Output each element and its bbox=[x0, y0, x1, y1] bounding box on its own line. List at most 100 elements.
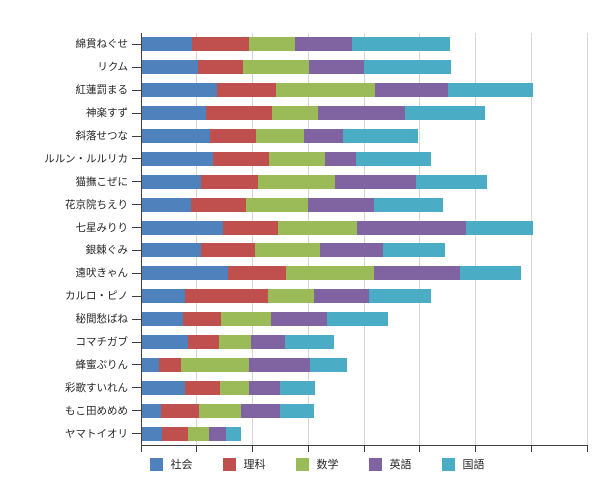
y-axis-tick bbox=[132, 112, 141, 114]
bar-segment bbox=[363, 60, 451, 75]
x-axis-tick bbox=[586, 446, 588, 452]
bar-segment bbox=[213, 151, 270, 166]
legend-swatch-icon bbox=[222, 457, 236, 471]
bar-segment bbox=[223, 220, 279, 235]
y-axis-tick bbox=[132, 158, 141, 160]
y-axis-tick bbox=[132, 204, 141, 206]
bar-row bbox=[142, 102, 587, 125]
bar-segment bbox=[257, 174, 335, 189]
bar-segment bbox=[327, 312, 389, 327]
category-label: リクム bbox=[97, 61, 128, 74]
category-label: 花京院ちえり bbox=[65, 198, 128, 211]
bar-segment bbox=[466, 220, 534, 235]
legend-item: 数学 bbox=[295, 456, 339, 472]
y-axis-tick bbox=[132, 135, 141, 137]
bar-segment bbox=[294, 37, 352, 52]
stacked-bar bbox=[142, 380, 315, 395]
stacked-bar bbox=[142, 334, 334, 349]
bar-segment bbox=[254, 243, 321, 258]
bar-segment bbox=[309, 60, 364, 75]
bar-segment bbox=[160, 403, 199, 418]
legend-swatch-icon bbox=[441, 457, 455, 471]
bar-segment bbox=[218, 334, 252, 349]
bar-row bbox=[142, 216, 587, 239]
bar-segment bbox=[142, 37, 193, 52]
stacked-bar bbox=[142, 243, 446, 258]
bar-row bbox=[142, 79, 587, 102]
bar-segment bbox=[162, 426, 188, 441]
bar-row bbox=[142, 262, 587, 285]
gridline bbox=[475, 33, 476, 445]
bar-segment bbox=[278, 220, 358, 235]
bar-segment bbox=[142, 403, 161, 418]
legend-label: 英語 bbox=[389, 458, 412, 471]
bar-segment bbox=[142, 83, 217, 98]
y-axis-tick bbox=[132, 66, 141, 68]
bar-segment bbox=[373, 197, 444, 212]
bar-segment bbox=[369, 289, 431, 304]
bar-row bbox=[142, 353, 587, 376]
bar-segment bbox=[272, 106, 319, 121]
bar-segment bbox=[142, 380, 186, 395]
bar-segment bbox=[375, 83, 448, 98]
bar-segment bbox=[249, 380, 281, 395]
bar-segment bbox=[205, 106, 273, 121]
bar-segment bbox=[142, 174, 202, 189]
bar-segment bbox=[303, 128, 343, 143]
x-axis-tick bbox=[475, 446, 476, 452]
bar-segment bbox=[187, 426, 209, 441]
y-axis-tick bbox=[132, 249, 141, 251]
stacked-bar bbox=[142, 220, 534, 235]
x-axis-tick bbox=[196, 446, 198, 452]
bar-segment bbox=[416, 174, 487, 189]
category-label: 綿貫ねぐせ bbox=[75, 38, 129, 51]
bar-segment bbox=[142, 106, 206, 121]
y-axis-tick bbox=[132, 227, 141, 229]
bar-segment bbox=[227, 266, 286, 281]
category-label: 斜落せつな bbox=[75, 129, 129, 142]
bar-segment bbox=[285, 266, 374, 281]
y-axis-tick bbox=[132, 272, 141, 274]
bar-segment bbox=[142, 197, 192, 212]
bar-segment bbox=[318, 106, 406, 121]
gridline bbox=[586, 33, 588, 445]
y-axis-labels: 綿貫ねぐせ リクム 紅蓮罰まる 神楽すず 斜落せつな ルルン・ルルリカ 猫撫こぜに 花京院ちえ… bbox=[0, 33, 128, 445]
bar-segment bbox=[183, 312, 222, 327]
y-axis-tick bbox=[132, 43, 141, 45]
bar-row bbox=[142, 422, 587, 445]
bar-segment bbox=[192, 37, 250, 52]
bar-segment bbox=[405, 106, 486, 121]
bar-segment bbox=[208, 426, 226, 441]
category-label: コマチガブ bbox=[75, 335, 129, 348]
category-label: 猫撫こぜに bbox=[75, 175, 129, 188]
bar-segment bbox=[243, 60, 310, 75]
bar-segment bbox=[185, 289, 268, 304]
bar-row bbox=[142, 239, 587, 262]
bar-segment bbox=[245, 197, 309, 212]
bar-row bbox=[142, 331, 587, 354]
bar-segment bbox=[275, 83, 376, 98]
category-label: 神楽すず bbox=[86, 106, 128, 119]
bar-segment bbox=[255, 128, 304, 143]
bar-segment bbox=[320, 243, 383, 258]
stacked-bar bbox=[142, 403, 314, 418]
stacked-bar bbox=[142, 357, 348, 372]
bar-segment bbox=[181, 357, 250, 372]
category-label: もこ田めめめ bbox=[65, 404, 128, 417]
gridline bbox=[363, 33, 365, 445]
stacked-bar bbox=[142, 174, 487, 189]
legend-item: 社会 bbox=[149, 456, 193, 472]
bar-segment bbox=[373, 266, 460, 281]
stacked-bar bbox=[142, 266, 522, 281]
bar-segment bbox=[142, 289, 186, 304]
bar-segment bbox=[201, 243, 255, 258]
bar-row bbox=[142, 376, 587, 399]
bar-segment bbox=[210, 128, 256, 143]
stacked-bar bbox=[142, 128, 419, 143]
bar-segment bbox=[342, 128, 419, 143]
bar-segment bbox=[357, 220, 467, 235]
bar-segment bbox=[142, 60, 198, 75]
bar-segment bbox=[249, 37, 295, 52]
x-axis-tick bbox=[252, 446, 253, 452]
bar-segment bbox=[459, 266, 522, 281]
